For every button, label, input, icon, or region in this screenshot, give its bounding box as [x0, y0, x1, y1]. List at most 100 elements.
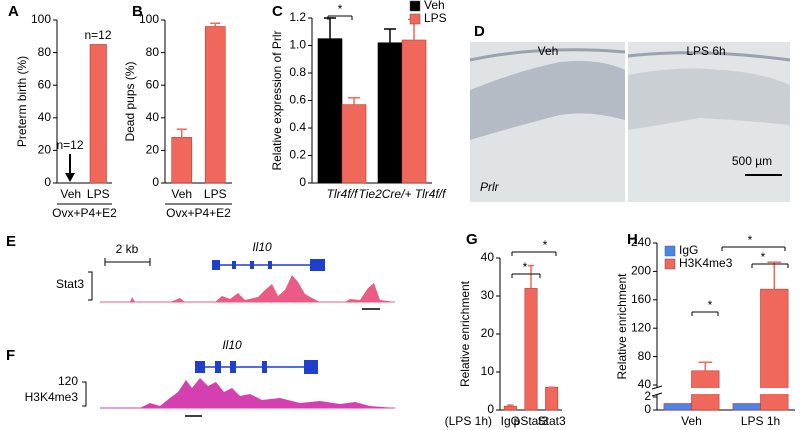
- axis-break-mark: [651, 392, 663, 397]
- legend-swatch: [409, 0, 421, 12]
- bar: [545, 386, 559, 411]
- y-tick-label: 0: [299, 175, 306, 189]
- panel-letter: D: [474, 23, 485, 40]
- annotation: n=12: [84, 28, 111, 42]
- bar: [171, 137, 193, 184]
- y-tick-label: 0: [44, 175, 51, 189]
- y-axis-label: Relative expression of Prlr: [270, 30, 284, 170]
- panel-letter: B: [132, 3, 143, 20]
- y-tick-label: 0.4: [289, 120, 306, 134]
- y-tick-label: 0: [644, 402, 651, 416]
- y-tick-label: 60: [146, 77, 160, 91]
- annotation: *: [543, 238, 548, 252]
- x-tick-label: Veh: [171, 187, 192, 201]
- y-tick-label: 40: [481, 250, 495, 264]
- image-label: Veh: [538, 44, 559, 58]
- legend-swatch: [664, 258, 676, 270]
- stat3-track: [88, 258, 395, 310]
- annotation: *: [523, 260, 528, 274]
- panel-letter: C: [272, 3, 283, 20]
- x-tick-label: pStat3: [514, 414, 549, 428]
- track-label: H3K4me3: [25, 390, 79, 404]
- h3k4me3-track: [82, 360, 395, 417]
- legend-label: Veh: [424, 0, 445, 12]
- legend-swatch: [409, 13, 421, 25]
- legend-swatch: [664, 245, 676, 257]
- y-axis-label: Dead pups (%): [123, 61, 137, 141]
- axis-break-mark: [651, 385, 663, 390]
- track-label: Stat3: [56, 277, 84, 291]
- image-label: LPS 6h: [686, 44, 725, 58]
- annotation: *: [748, 233, 753, 247]
- panel-letter: H: [627, 231, 638, 248]
- gene-label: Il10: [222, 338, 242, 352]
- y-tick-label: 20: [146, 143, 160, 157]
- y-tick-label: 10: [481, 364, 495, 378]
- bar: [732, 403, 761, 411]
- x-tick-label: Stat3: [538, 414, 566, 428]
- bar: [401, 39, 427, 184]
- y-tick-label: 100: [31, 12, 51, 26]
- x-tick-label: Tie2Cre/+ Tlr4f/f: [359, 187, 448, 201]
- y-tick-label: 1.0: [289, 38, 306, 52]
- bar: [663, 403, 692, 411]
- x-tick-label: Veh: [681, 414, 702, 428]
- annotation: n=12: [56, 138, 83, 152]
- y-tick-label: 120: [631, 320, 651, 334]
- bar: [204, 26, 226, 184]
- y-tick-label: 0: [487, 402, 494, 416]
- annotation: *: [708, 298, 713, 312]
- gene-label: Prlr: [480, 180, 500, 194]
- legend-label: LPS: [424, 11, 447, 25]
- y-tick-label: 200: [631, 264, 651, 278]
- y-tick-label: 30: [481, 288, 495, 302]
- y-tick-label: 0: [152, 175, 159, 189]
- x-tick-label: LPS: [204, 187, 227, 201]
- bar: [524, 288, 538, 411]
- x-tick-label: LPS 1h: [741, 414, 780, 428]
- bar: [89, 44, 107, 184]
- y-tick-label: 160: [631, 292, 651, 306]
- bar: [377, 42, 403, 184]
- panel-letter: G: [466, 231, 478, 248]
- legend-label: H3K4me3: [679, 256, 733, 270]
- bar: [503, 405, 517, 411]
- y-tick-label: 0.6: [289, 93, 306, 107]
- x-tick-label: Veh: [60, 187, 81, 201]
- group-label: Ovx+P4+E2: [166, 206, 231, 220]
- x-tick-label: Tlr4f/f: [327, 187, 359, 201]
- legend-label: IgG: [679, 243, 698, 257]
- arrow-head: [65, 173, 75, 182]
- y-tick-label: 20: [38, 143, 52, 157]
- annotation: *: [338, 2, 343, 16]
- x-tick-label: LPS: [87, 187, 110, 201]
- y-tick-label: 40: [146, 110, 160, 124]
- x-tick-label: IgG: [501, 414, 520, 428]
- y-axis-label: Preterm birth (%): [15, 56, 29, 147]
- annotation: *: [761, 250, 766, 264]
- scale-label: 500 µm: [732, 154, 772, 168]
- y-axis-label: Relative enrichment: [458, 280, 472, 387]
- x-prefix: (LPS 1h): [445, 414, 492, 428]
- y-tick-label: 80: [146, 45, 160, 59]
- y-tick-label: 0.8: [289, 65, 306, 79]
- scale-label: 120: [58, 374, 78, 388]
- y-tick-label: 100: [139, 12, 159, 26]
- y-tick-label: 240: [631, 235, 651, 249]
- y-tick-label: 80: [638, 349, 652, 363]
- gene-label: Il10: [252, 240, 272, 254]
- panel-letter: A: [8, 3, 19, 20]
- y-tick-label: 60: [38, 77, 52, 91]
- micrograph: [469, 42, 791, 202]
- y-tick-label: 1.2: [289, 10, 306, 24]
- group-label: Ovx+P4+E2: [52, 206, 117, 220]
- y-tick-label: 40: [638, 377, 652, 391]
- y-tick-label: 80: [38, 45, 52, 59]
- panel-letter: F: [6, 347, 15, 364]
- y-tick-label: 0.2: [289, 148, 306, 162]
- axis-break: [651, 388, 795, 394]
- bar: [341, 104, 367, 184]
- panel-letter: E: [6, 233, 16, 250]
- bar: [317, 38, 343, 184]
